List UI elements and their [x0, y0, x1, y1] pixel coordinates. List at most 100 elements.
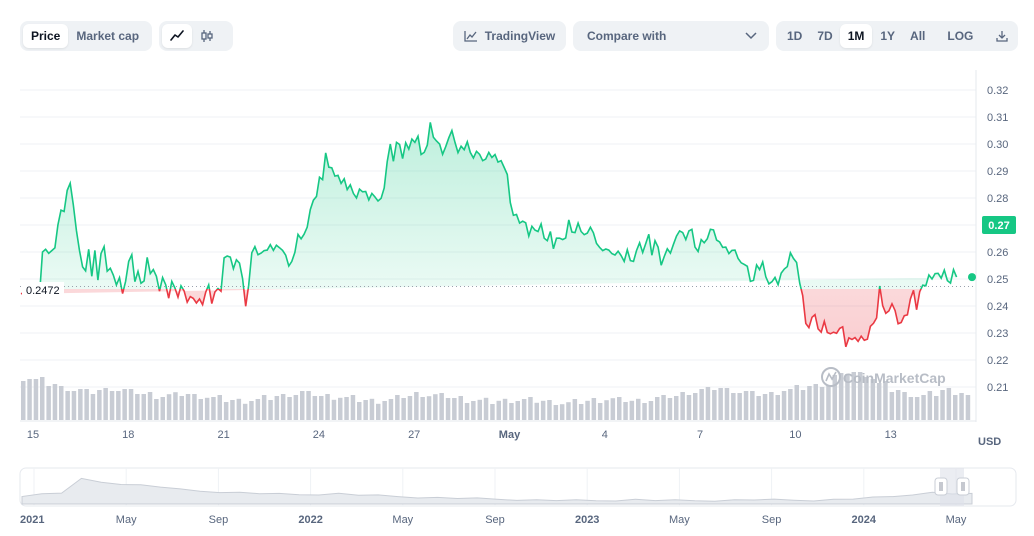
volume-bar — [122, 389, 127, 420]
volume-bar — [166, 394, 172, 420]
y-tick-label: 0.24 — [987, 301, 1008, 313]
volume-bar — [566, 402, 571, 420]
navigator-tick-label: 2024 — [852, 514, 877, 526]
log-scale-button[interactable]: LOG — [947, 29, 974, 43]
volume-bar — [788, 389, 793, 420]
volume-bar — [553, 405, 559, 420]
line-chart-icon[interactable] — [162, 24, 192, 48]
volume-bar — [300, 391, 305, 420]
volume-bar — [280, 394, 286, 420]
price-tab[interactable]: Price — [23, 24, 69, 48]
volume-bar — [655, 397, 660, 420]
volume-bar — [84, 389, 89, 420]
volume-bar — [401, 398, 406, 420]
navigator-tick-label: 2021 — [20, 514, 44, 526]
navigator-history-area — [21, 477, 973, 505]
current-price-dot — [968, 273, 976, 282]
volume-bar — [179, 396, 184, 420]
x-tick-label: May — [499, 429, 521, 441]
volume-bars — [21, 372, 971, 420]
volume-bar — [496, 400, 501, 420]
current-price-label: 0.27 — [982, 216, 1016, 234]
volume-bar — [807, 386, 812, 420]
volume-bar — [693, 393, 698, 420]
volume-bar — [705, 387, 711, 420]
navigator-right-handle[interactable] — [956, 477, 970, 496]
volume-bar — [965, 395, 971, 420]
volume-bar — [674, 396, 679, 420]
volume-bar — [521, 399, 527, 420]
market-cap-tab[interactable]: Market cap — [76, 29, 140, 43]
volume-bar — [261, 395, 267, 420]
volume-bar — [185, 394, 191, 420]
volume-bar — [192, 394, 197, 420]
volume-bar — [287, 397, 292, 420]
volume-bar — [908, 397, 914, 420]
candlestick-icon[interactable] — [192, 24, 222, 48]
range-navigator[interactable] — [19, 467, 1017, 507]
volume-bar — [90, 394, 96, 420]
range-1d-button[interactable]: 1D — [787, 29, 803, 43]
navigator-tick-label: May — [116, 514, 137, 526]
volume-bar — [483, 397, 489, 420]
volume-bar — [515, 401, 520, 420]
volume-bar — [921, 395, 926, 420]
volume-bar — [876, 383, 882, 420]
x-tick-label: 4 — [602, 429, 608, 441]
download-icon[interactable] — [988, 24, 1016, 48]
range-7d-button[interactable]: 7D — [817, 29, 833, 43]
volume-bar — [959, 393, 964, 420]
x-tick-label: 27 — [408, 429, 420, 441]
volume-bar — [845, 374, 850, 420]
volume-bar — [204, 397, 210, 420]
range-1y-button[interactable]: 1Y — [880, 29, 896, 43]
volume-bar — [109, 391, 115, 420]
range-all-button[interactable]: All — [910, 29, 926, 43]
volume-bar — [357, 402, 362, 420]
compare-with-select[interactable]: Compare with — [573, 21, 769, 51]
volume-bar — [756, 396, 761, 420]
volume-bar — [445, 398, 451, 420]
volume-bar — [420, 397, 425, 420]
volume-bar — [927, 391, 933, 420]
volume-bar — [946, 388, 952, 420]
volume-bar — [471, 401, 476, 420]
volume-bar — [953, 395, 958, 420]
volume-bar — [319, 396, 324, 420]
volume-bar — [528, 397, 533, 420]
chart-type-toggle: Price Market cap — [20, 21, 152, 51]
volume-bar — [78, 389, 83, 420]
x-tick-label: 24 — [313, 429, 325, 441]
volume-bar — [610, 398, 616, 420]
volume-bar — [540, 400, 546, 420]
range-1m-button[interactable]: 1M — [839, 24, 873, 48]
volume-bar — [851, 372, 856, 420]
y-tick-label: 0.26 — [987, 247, 1008, 259]
volume-bar — [914, 397, 920, 420]
volume-bar — [46, 386, 51, 420]
volume-bar — [737, 393, 742, 420]
volume-bar — [97, 390, 102, 420]
volume-bar — [547, 400, 552, 420]
tradingview-button[interactable]: TradingView — [453, 21, 566, 51]
volume-bar — [800, 390, 806, 420]
volume-bar — [376, 403, 381, 420]
navigator-tick-label: May — [392, 514, 413, 526]
y-tick-label: 0.21 — [987, 382, 1008, 394]
volume-bar — [477, 399, 482, 420]
volume-bar — [198, 399, 203, 420]
compare-with-label: Compare with — [587, 29, 667, 43]
volume-bar — [934, 396, 939, 420]
volume-bar — [331, 399, 337, 420]
y-tick-label: 0.29 — [987, 166, 1008, 178]
volume-bar — [724, 388, 730, 420]
volume-bar — [338, 397, 343, 420]
navigator-left-handle[interactable] — [934, 477, 948, 496]
volume-bar — [363, 400, 368, 420]
volume-bar — [572, 399, 578, 420]
volume-bar — [617, 397, 622, 420]
volume-bar — [838, 373, 844, 420]
volume-bar — [325, 394, 330, 420]
volume-bar — [591, 398, 597, 420]
